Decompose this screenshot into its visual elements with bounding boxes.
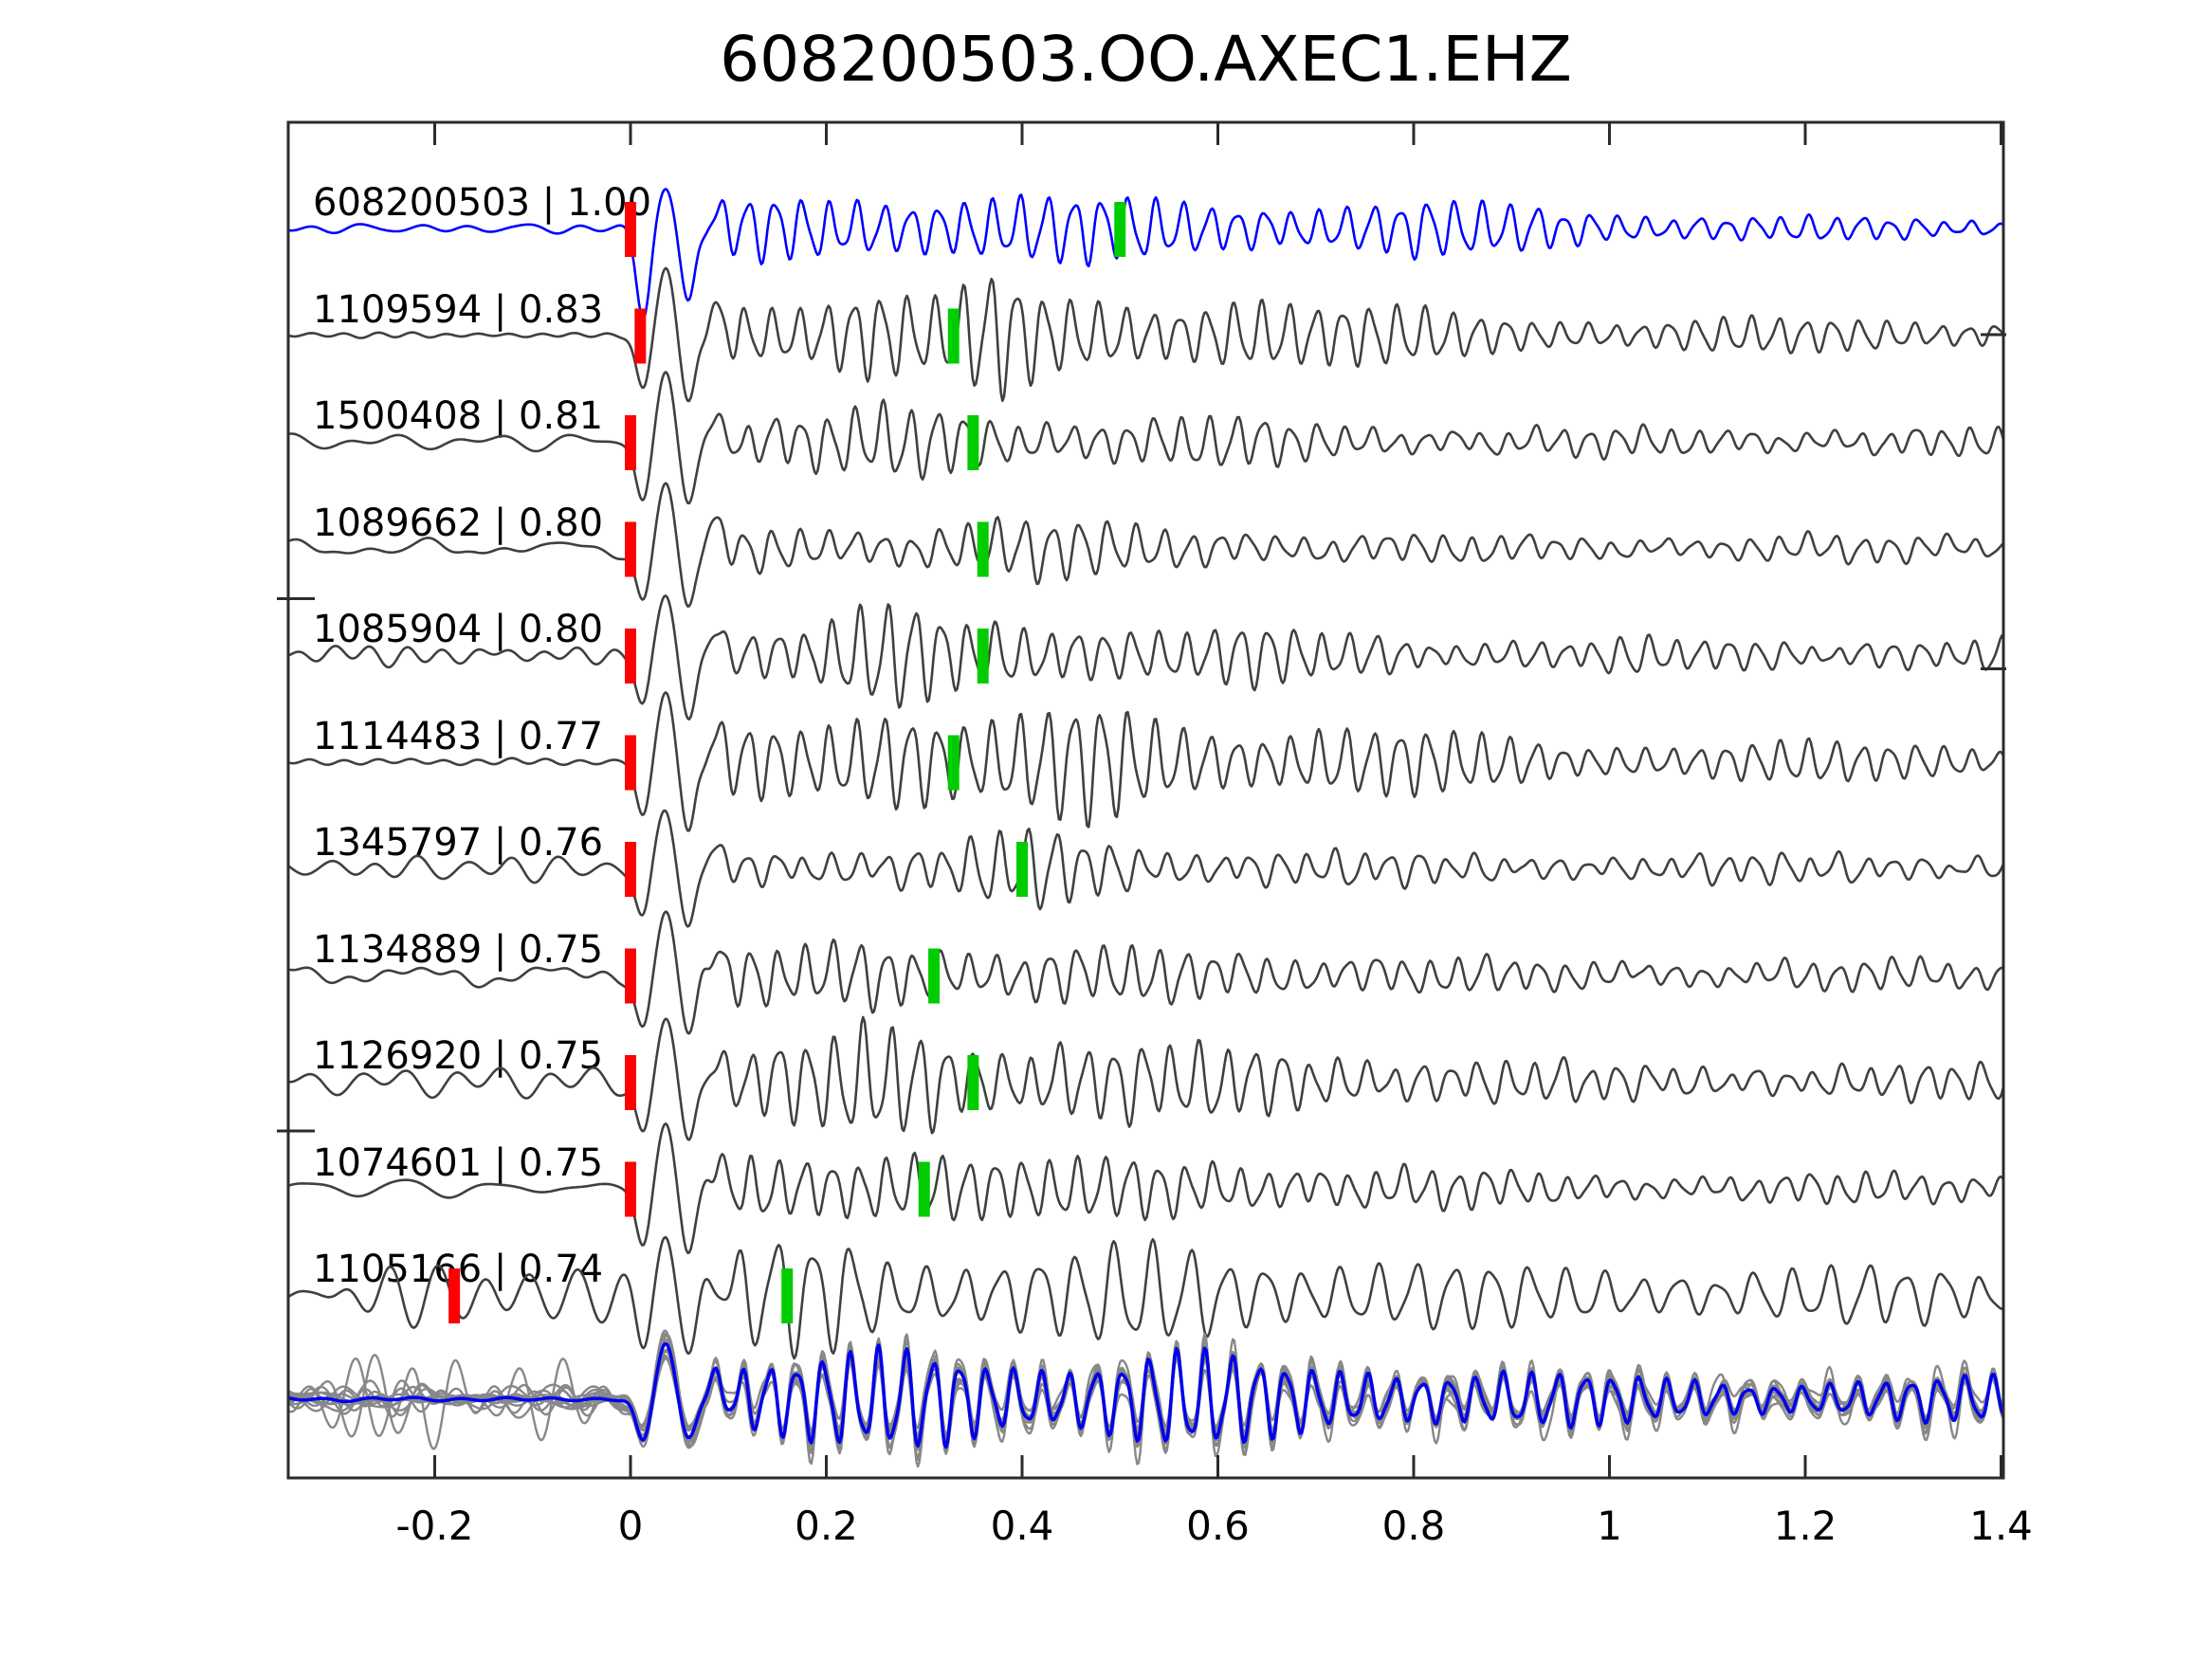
waveform-trace-1074601: [288, 1122, 2003, 1254]
x-tick-label: 0: [617, 1503, 644, 1549]
waveform-trace-1114483: [288, 691, 2003, 832]
green-pick-marker-1105166: [781, 1268, 794, 1323]
overlay-template-stack-trace: [288, 1341, 2003, 1449]
plot-title: 608200503.OO.AXEC1.EHZ: [720, 23, 1572, 96]
trace-label: 1126920 | 0.75: [313, 1034, 604, 1078]
waveform-trace-1500408: [288, 371, 2003, 505]
waveform-trace-1345797: [288, 809, 2003, 928]
x-tick-label: 0.2: [795, 1503, 858, 1549]
green-pick-marker-1345797: [1016, 842, 1028, 897]
axes-frame: [277, 120, 2006, 1480]
red-pick-marker-1109594: [634, 308, 647, 364]
waveform-trace-608200503: [288, 188, 2003, 319]
red-pick-marker-1085904: [625, 629, 636, 684]
green-pick-marker-1500408: [967, 415, 979, 470]
red-pick-marker-1089662: [625, 521, 636, 577]
x-tick-label: 0.4: [990, 1503, 1054, 1549]
red-pick-marker-608200503: [625, 202, 636, 257]
trace-label: 1345797 | 0.76: [313, 821, 604, 865]
waveform-trace-1105166: [288, 1235, 2003, 1360]
red-pick-marker-1074601: [625, 1161, 636, 1217]
x-tick-label: 0.8: [1381, 1503, 1446, 1549]
trace-label: 1134889 | 0.75: [313, 927, 604, 972]
trace-label: 1114483 | 0.77: [313, 714, 604, 758]
x-tick-label: -0.2: [395, 1503, 474, 1549]
waveform-trace-1109594: [288, 266, 2003, 403]
green-pick-marker-1134889: [928, 948, 941, 1004]
trace-label: 1074601 | 0.75: [313, 1140, 604, 1185]
red-pick-marker-1134889: [625, 948, 636, 1004]
trace-label: 1089662 | 0.80: [313, 501, 604, 545]
waveform-trace-1085904: [288, 594, 2003, 720]
trace-label: 1500408 | 0.81: [313, 394, 604, 438]
green-pick-marker-608200503: [1114, 202, 1126, 257]
red-pick-marker-1105166: [448, 1268, 461, 1323]
waveform-trace-1089662: [288, 482, 2003, 608]
green-pick-marker-1126920: [967, 1055, 979, 1110]
x-tick-label: 1: [1597, 1503, 1622, 1549]
green-pick-marker-1089662: [977, 521, 989, 577]
red-pick-marker-1114483: [625, 735, 636, 791]
red-pick-marker-1500408: [625, 415, 636, 470]
x-tick-label: 0.6: [1186, 1503, 1250, 1549]
axes-border: [286, 120, 2005, 1480]
green-pick-marker-1085904: [977, 629, 989, 684]
red-pick-marker-1126920: [625, 1055, 636, 1110]
waveform-trace-1134889: [288, 910, 2003, 1035]
trace-label: 1085904 | 0.80: [313, 608, 604, 651]
traces-group: [288, 188, 2003, 1468]
trace-label: 608200503 | 1.00: [313, 181, 652, 225]
green-pick-marker-1114483: [947, 735, 960, 791]
x-tick-label: 1.2: [1773, 1503, 1837, 1549]
x-tick-label: 1.4: [1969, 1503, 2033, 1549]
waveform-trace-1126920: [288, 1015, 2003, 1141]
red-pick-marker-1345797: [625, 842, 636, 897]
green-pick-marker-1109594: [947, 308, 960, 364]
green-pick-marker-1074601: [918, 1161, 930, 1217]
trace-label: 1109594 | 0.83: [313, 287, 604, 332]
